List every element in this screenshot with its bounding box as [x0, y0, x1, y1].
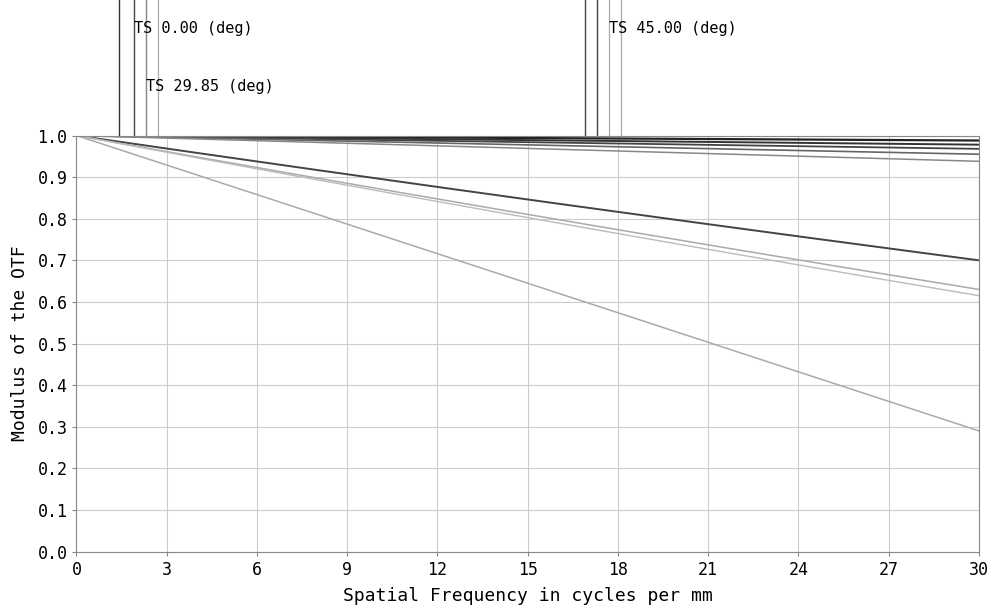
X-axis label: Spatial Frequency in cycles per mm: Spatial Frequency in cycles per mm: [343, 587, 713, 605]
Text: TS 29.85 (deg): TS 29.85 (deg): [146, 79, 273, 94]
Y-axis label: Modulus of the OTF: Modulus of the OTF: [11, 246, 29, 442]
Text: TS 0.00 (deg): TS 0.00 (deg): [134, 21, 252, 36]
Text: TS 45.00 (deg): TS 45.00 (deg): [609, 21, 737, 36]
